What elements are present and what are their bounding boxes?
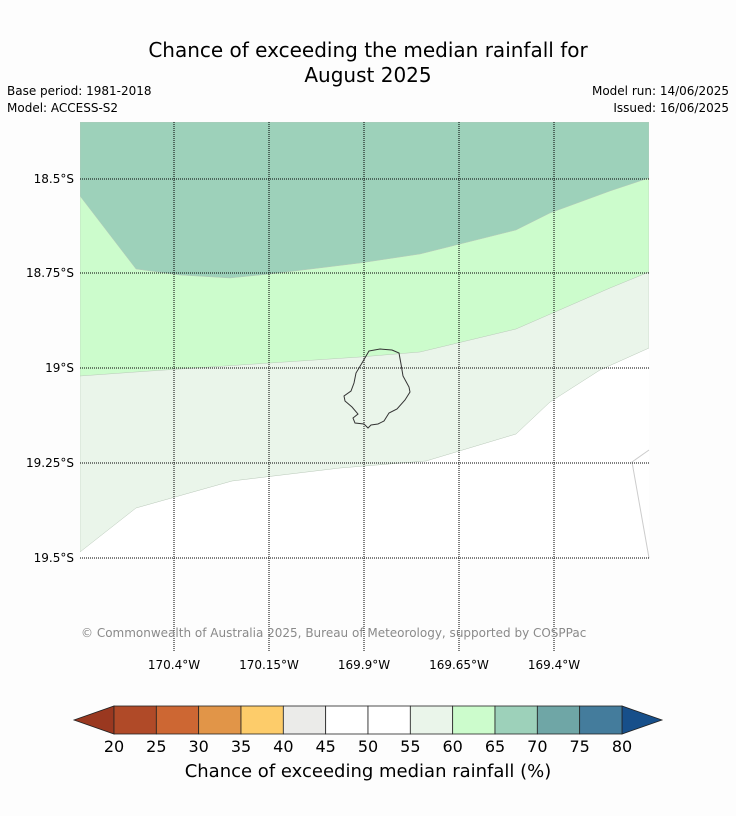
colorbar-over-arrow xyxy=(621,705,664,735)
colorbar-tick-label: 70 xyxy=(527,737,548,756)
lat-label: 19°S xyxy=(45,361,74,375)
lon-label: 169.9°W xyxy=(337,658,391,672)
lat-label: 18.5°S xyxy=(33,172,74,186)
base-period: Base period: 1981-2018 xyxy=(7,84,152,98)
chart-title: Chance of exceeding the median rainfall … xyxy=(0,38,736,88)
colorbar-tick-label: 20 xyxy=(103,737,125,756)
colorbar-swatch xyxy=(494,705,538,735)
colorbar-tick-label: 45 xyxy=(315,737,336,756)
graticule xyxy=(80,122,649,652)
colorbar-label: Chance of exceeding median rainfall (%) xyxy=(184,761,552,782)
lat-label: 19.25°S xyxy=(26,456,74,470)
title-line-2: August 2025 xyxy=(304,63,432,87)
lat-label: 19.5°S xyxy=(33,551,74,565)
island-outline xyxy=(343,348,411,429)
colorbar-swatch xyxy=(155,705,200,735)
colorbar-swatch xyxy=(198,705,242,735)
lon-label: 170.15°W xyxy=(239,658,299,672)
colorbar-tick-label: 75 xyxy=(569,737,590,756)
minor-contour-line xyxy=(631,449,650,559)
colorbar-swatch xyxy=(282,705,327,735)
colorbar-tick-label: 60 xyxy=(442,737,463,756)
lat-label: 18.75°S xyxy=(26,266,74,280)
colorbar-tick-label: 50 xyxy=(357,737,379,756)
colorbar-swatch xyxy=(367,705,411,735)
model-name: Model: ACCESS-S2 xyxy=(7,101,119,115)
lon-label: 169.65°W xyxy=(429,658,489,672)
colorbar-tick-label: 25 xyxy=(146,737,167,756)
colorbar-tick-label: 65 xyxy=(484,737,506,756)
colorbar-tick-label: 80 xyxy=(611,737,633,756)
lon-label: 169.4°W xyxy=(527,658,581,672)
colorbar-tick-label: 40 xyxy=(273,737,294,756)
colorbar-tick-label: 35 xyxy=(230,737,252,756)
colorbar-swatch xyxy=(536,705,581,735)
copyright-notice: © Commonwealth of Australia 2025, Bureau… xyxy=(81,626,587,640)
metadata-right: Model run: 14/06/2025 Issued: 16/06/2025 xyxy=(592,83,729,117)
issued-date: Issued: 16/06/2025 xyxy=(613,101,729,115)
metadata-left: Base period: 1981-2018 Model: ACCESS-S2 xyxy=(7,83,152,117)
title-line-1: Chance of exceeding the median rainfall … xyxy=(148,38,588,62)
colorbar-swatch xyxy=(452,705,496,735)
colorbar-tick-label: 30 xyxy=(188,737,209,756)
colorbar-swatch xyxy=(325,705,369,735)
colorbar-swatch xyxy=(240,705,284,735)
colorbar-swatch xyxy=(113,705,157,735)
colorbar-swatch xyxy=(579,705,623,735)
colorbar-under-arrow xyxy=(72,705,115,735)
colorbar-tick-label: 55 xyxy=(400,737,421,756)
lon-label: 170.4°W xyxy=(147,658,201,672)
colorbar-swatch xyxy=(409,705,454,735)
model-run: Model run: 14/06/2025 xyxy=(591,84,729,98)
